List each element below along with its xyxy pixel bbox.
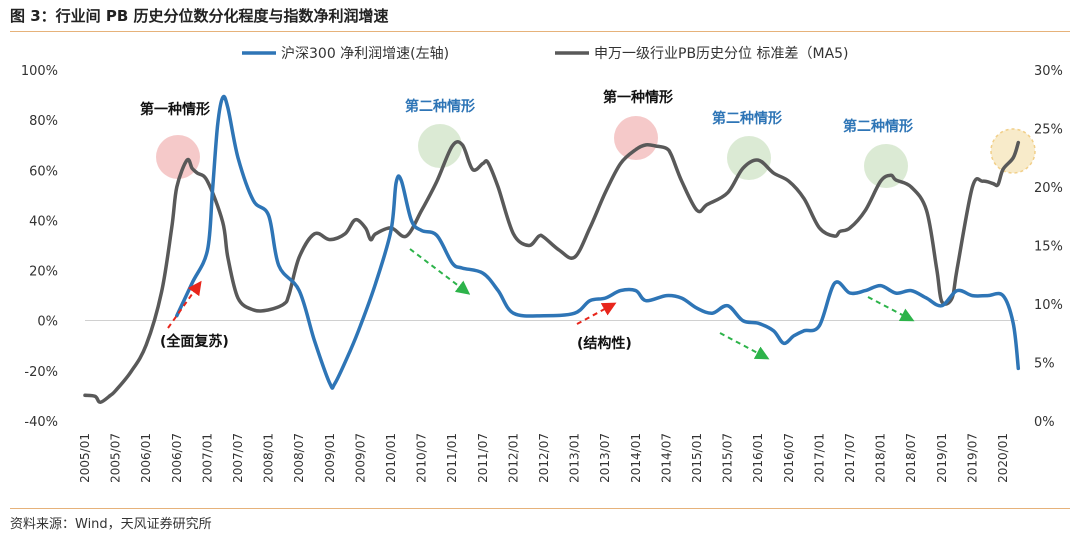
legend-label-pb: 申万一级行业PB历史分位 标准差（MA5): [594, 46, 849, 62]
x-tick-label: 2013/07: [598, 433, 612, 483]
right-tick-label: 15%: [1034, 240, 1063, 255]
left-axis: -40% -20% 0% 20% 40% 60% 80% 100%: [21, 64, 58, 430]
x-tick-label: 2009/01: [323, 433, 337, 483]
source-divider: [10, 508, 1070, 509]
annotation-full-recovery: (全面复苏): [160, 333, 229, 350]
highlight-circle-green-2011: [418, 124, 462, 168]
arrow-green-2011: [409, 248, 471, 295]
x-tick-label: 2014/01: [629, 433, 643, 483]
legend-label-growth: 沪深300 净利润增速(左轴): [281, 46, 449, 62]
left-tick-label: 80%: [29, 114, 58, 129]
title-divider: [10, 31, 1070, 32]
right-tick-label: 10%: [1034, 298, 1063, 313]
x-tick-label: 2015/07: [721, 433, 735, 483]
x-tick-label: 2020/01: [996, 433, 1010, 483]
figure-title: 图 3：行业间 PB 历史分位数分化程度与指数净利润增速: [10, 7, 389, 25]
right-axis: 0% 5% 10% 15% 20% 25% 30%: [1034, 64, 1063, 430]
arrow-green-2018: [867, 296, 915, 322]
annotations: 第一种情形 第二种情形 第一种情形 第二种情形 第二种情形 (全面复苏) (结构…: [140, 89, 913, 352]
right-tick-label: 20%: [1034, 181, 1063, 196]
series-line-profit-growth: [175, 94, 1021, 390]
legend: 沪深300 净利润增速(左轴) 申万一级行业PB历史分位 标准差（MA5): [242, 46, 849, 62]
source-note: 资料来源：Wind，天风证券研究所: [10, 517, 212, 532]
x-tick-label: 2019/01: [935, 433, 949, 483]
highlight-circle-green-2016: [727, 136, 771, 180]
x-tick-label: 2012/07: [537, 433, 551, 483]
x-tick-label: 2016/01: [751, 433, 765, 483]
highlight-circle-red-2006: [156, 135, 200, 179]
right-tick-label: 0%: [1034, 415, 1055, 430]
highlight-circles: [156, 116, 1036, 188]
annotation-case1-2014: 第一种情形: [603, 89, 673, 106]
x-tick-label: 2018/07: [904, 433, 918, 483]
x-tick-label: 2010/01: [384, 433, 398, 483]
x-tick-label: 2012/01: [506, 433, 520, 483]
left-tick-label: 20%: [29, 265, 58, 280]
x-tick-label: 2009/07: [353, 433, 367, 483]
highlight-circle-green-2018: [864, 144, 908, 188]
x-tick-label: 2010/07: [415, 433, 429, 483]
arrow-red-2007: [167, 280, 202, 329]
trend-arrows: [167, 248, 915, 360]
x-axis: 2005/01 2005/07 2006/01 2006/07 2007/01 2007/…: [78, 433, 1010, 483]
right-tick-label: 5%: [1034, 357, 1055, 372]
annotation-structural: (结构性): [577, 335, 632, 352]
left-tick-label: 0%: [37, 315, 58, 330]
x-tick-label: 2017/07: [843, 433, 857, 483]
x-tick-label: 2014/07: [659, 433, 673, 483]
highlight-circle-gold-2020: [990, 128, 1036, 174]
chart-svg: -40% -20% 0% 20% 40% 60% 80% 100% 0% 5% 10% 15% 20%…: [21, 46, 1063, 483]
left-tick-label: -20%: [24, 365, 58, 380]
left-tick-label: 100%: [21, 64, 58, 79]
x-tick-label: 2007/07: [231, 433, 245, 483]
x-tick-label: 2015/01: [690, 433, 704, 483]
arrow-green-2016: [719, 332, 770, 360]
x-tick-label: 2011/07: [476, 433, 490, 483]
annotation-case1-2006: 第一种情形: [140, 101, 210, 118]
x-tick-label: 2019/07: [965, 433, 979, 483]
x-tick-label: 2013/01: [568, 433, 582, 483]
annotation-case2-2018: 第二种情形: [843, 118, 913, 135]
right-tick-label: 25%: [1034, 123, 1063, 138]
highlight-circle-red-2014: [614, 116, 658, 160]
x-tick-label: 2006/01: [139, 433, 153, 483]
x-tick-label: 2008/07: [292, 433, 306, 483]
series-lines: [83, 94, 1021, 405]
annotation-case2-2016: 第二种情形: [712, 110, 782, 127]
x-tick-label: 2017/01: [812, 433, 826, 483]
x-tick-label: 2011/01: [445, 433, 459, 483]
right-tick-label: 30%: [1034, 64, 1063, 79]
annotation-case2-2011: 第二种情形: [405, 98, 475, 115]
left-tick-label: -40%: [24, 415, 58, 430]
x-tick-label: 2016/07: [782, 433, 796, 483]
series-line-pb-std: [83, 140, 1021, 405]
x-tick-label: 2006/07: [170, 433, 184, 483]
left-tick-label: 60%: [29, 164, 58, 179]
x-tick-label: 2005/07: [109, 433, 123, 483]
arrow-red-2014: [576, 302, 617, 325]
x-tick-label: 2008/01: [262, 433, 276, 483]
left-tick-label: 40%: [29, 214, 58, 229]
x-tick-label: 2005/01: [78, 433, 92, 483]
x-tick-label: 2018/01: [874, 433, 888, 483]
x-tick-label: 2007/01: [200, 433, 214, 483]
